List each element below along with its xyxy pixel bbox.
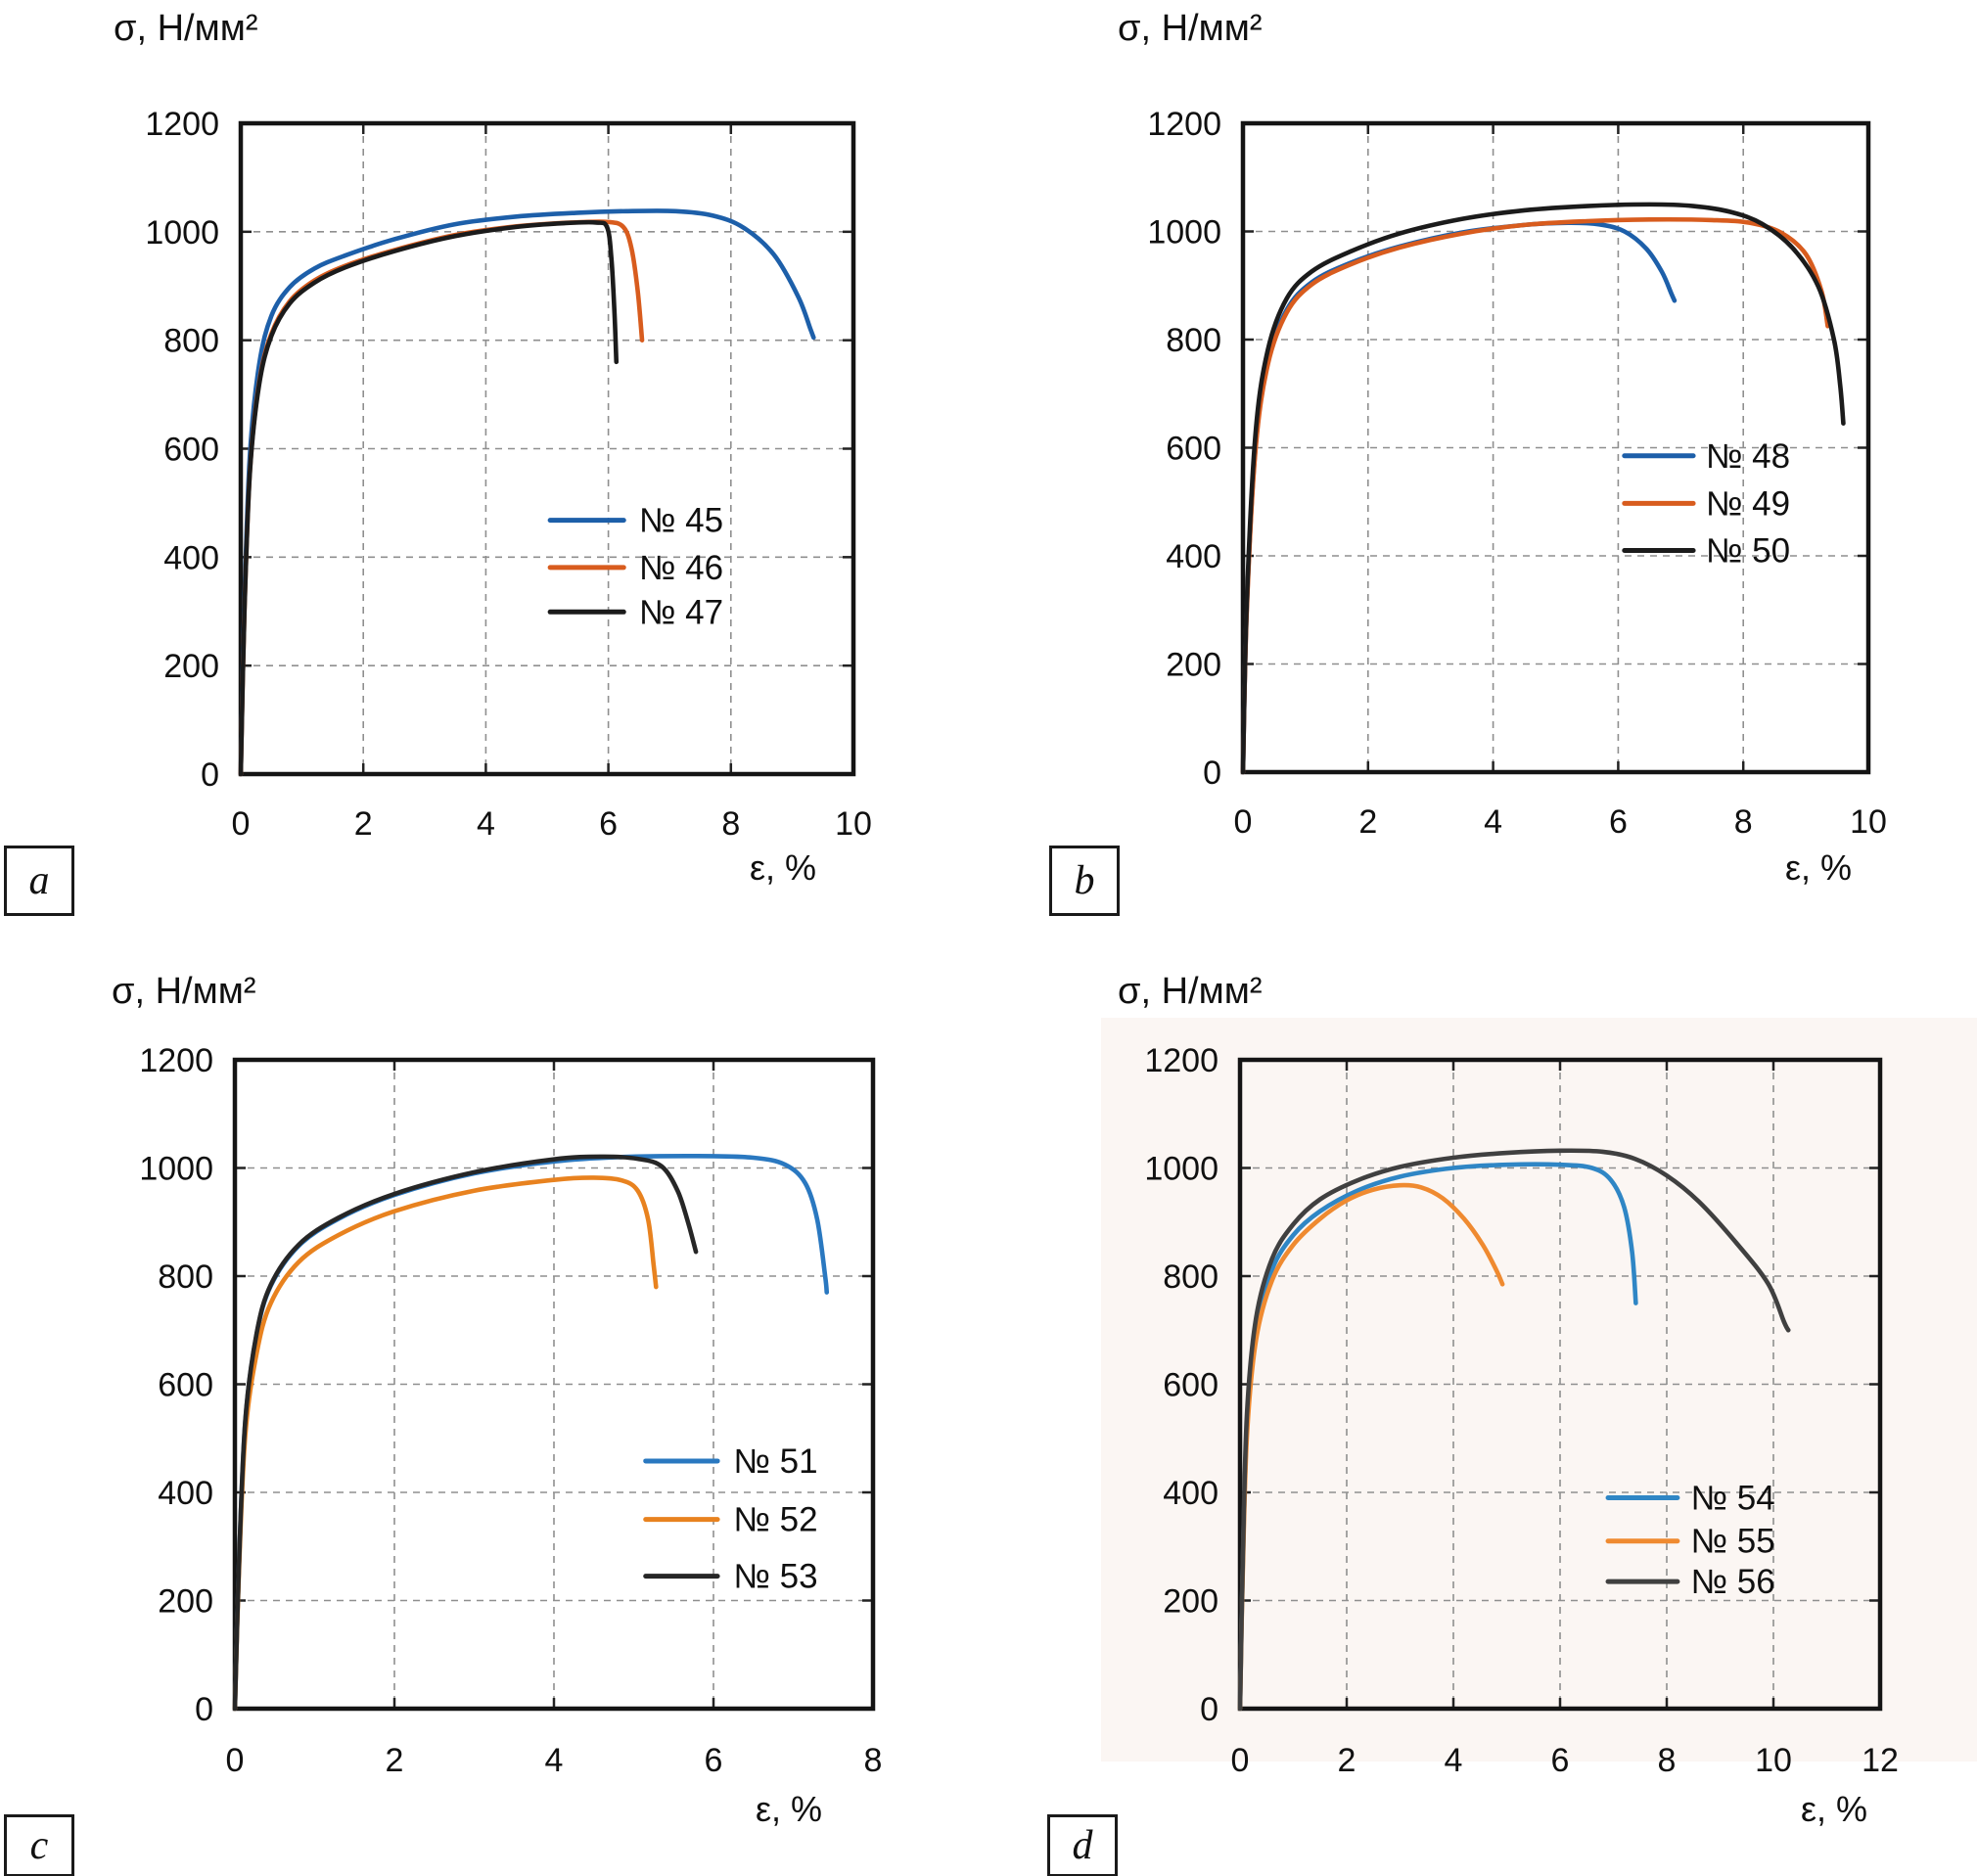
- panel-letter: a: [28, 858, 50, 903]
- x-axis-title: ε, %: [756, 1789, 823, 1829]
- y-tick-label: 0: [195, 1691, 213, 1728]
- y-tick-label: 400: [1166, 538, 1221, 575]
- legend-label: № 56: [1691, 1563, 1775, 1601]
- panel-letter-box: d: [1047, 1814, 1118, 1876]
- legend-label: № 51: [733, 1442, 817, 1481]
- y-axis-title: σ, Н/мм²: [1118, 8, 1263, 49]
- curve-№51: [232, 1154, 830, 1712]
- x-tick-label: 6: [705, 1742, 723, 1779]
- plot-b: 0 2 4 6 8 10 0 200 400 600 800 1000 1200 № 48 № 49 № 50: [1147, 106, 1887, 841]
- x-axis-title: ε, %: [1785, 847, 1853, 888]
- curve-№55: [1237, 1182, 1505, 1712]
- legend-label: № 49: [1706, 484, 1790, 523]
- x-tick-label: 2: [1358, 803, 1377, 841]
- x-tick-label: 2: [1338, 1742, 1356, 1779]
- y-tick-label: 1200: [139, 1042, 213, 1079]
- y-tick-label: 200: [1163, 1583, 1218, 1621]
- y-tick-label: 200: [163, 648, 219, 685]
- x-tick-label: 8: [1734, 803, 1753, 841]
- legend-label: № 55: [1691, 1523, 1775, 1561]
- legend-label: № 52: [733, 1501, 817, 1539]
- x-tick-label: 10: [1755, 1742, 1792, 1779]
- curve-№53: [232, 1154, 699, 1712]
- y-tick-label: 400: [158, 1475, 213, 1512]
- plot-d: 0 2 4 6 8 10 12 0 200 400 600 800 1000 1200 № 54 № 55№ …: [1144, 1042, 1899, 1779]
- y-tick-label: 800: [163, 323, 219, 360]
- y-tick-label: 400: [1163, 1475, 1218, 1512]
- curve-№48: [1240, 220, 1678, 775]
- y-tick-label: 0: [201, 756, 219, 794]
- y-tick-label: 1200: [145, 106, 219, 143]
- x-tick-label: 0: [1231, 1742, 1250, 1779]
- x-tick-label: 4: [545, 1742, 564, 1779]
- x-tick-label: 4: [477, 805, 495, 843]
- x-tick-label: 4: [1484, 803, 1502, 841]
- y-tick-label: 600: [163, 432, 219, 469]
- plot-a: 0 2 4 6 8 10 0 200 400 600 800 1000 1200 № 45 № 46 № 47: [145, 106, 872, 843]
- y-tick-label: 0: [1203, 755, 1221, 792]
- x-tick-label: 2: [386, 1742, 404, 1779]
- curve-№47: [238, 219, 620, 777]
- x-tick-label: 2: [354, 805, 373, 843]
- curve-№56: [1237, 1148, 1791, 1712]
- curve-№46: [238, 219, 645, 777]
- x-tick-label: 12: [1862, 1742, 1899, 1779]
- x-tick-label: 10: [1850, 803, 1887, 841]
- x-axis-title: ε, %: [750, 847, 817, 888]
- x-tick-label: 6: [599, 805, 618, 843]
- y-tick-label: 200: [158, 1583, 213, 1621]
- legend-label: № 46: [639, 549, 723, 587]
- panel-letter: d: [1072, 1823, 1093, 1868]
- y-tick-label: 800: [1166, 322, 1221, 359]
- x-tick-label: 0: [232, 805, 251, 843]
- legend-label: № 47: [639, 593, 723, 631]
- legend-label: № 50: [1706, 531, 1790, 570]
- curve-№45: [238, 208, 816, 777]
- x-tick-label: 10: [835, 805, 872, 843]
- curve-№52: [232, 1175, 659, 1712]
- legend-label: № 53: [733, 1558, 817, 1596]
- y-axis-title: σ, Н/мм²: [1118, 971, 1263, 1012]
- x-tick-label: 0: [226, 1742, 245, 1779]
- y-tick-label: 600: [1166, 431, 1221, 468]
- x-tick-label: 0: [1234, 803, 1253, 841]
- plot-c: 0 2 4 6 8 0 200 400 600 800 1000 1200 № 51 № 52 № 53: [139, 1042, 882, 1779]
- panel-letter-box: a: [4, 846, 74, 916]
- legend-label: № 48: [1706, 437, 1790, 476]
- y-tick-label: 800: [1163, 1258, 1218, 1296]
- y-tick-label: 1200: [1144, 1042, 1218, 1079]
- panel-letter: b: [1074, 858, 1095, 903]
- legend-label: № 45: [639, 502, 723, 540]
- panel-letter-box: c: [4, 1814, 74, 1876]
- y-tick-label: 200: [1166, 647, 1221, 684]
- y-tick-label: 400: [163, 539, 219, 576]
- x-tick-label: 8: [864, 1742, 883, 1779]
- y-tick-label: 1000: [1144, 1151, 1218, 1188]
- curve-№54: [1237, 1162, 1638, 1712]
- y-axis-title: σ, Н/мм²: [112, 971, 256, 1012]
- y-tick-label: 1200: [1147, 106, 1221, 143]
- legend-label: № 54: [1691, 1480, 1775, 1518]
- x-tick-label: 6: [1551, 1742, 1570, 1779]
- panel-letter: c: [29, 1823, 49, 1868]
- y-tick-label: 1000: [1147, 214, 1221, 252]
- x-tick-label: 8: [721, 805, 740, 843]
- y-tick-label: 800: [158, 1258, 213, 1296]
- x-axis-title: ε, %: [1801, 1789, 1868, 1829]
- x-tick-label: 8: [1658, 1742, 1677, 1779]
- y-tick-label: 0: [1200, 1691, 1218, 1728]
- curve-№50: [1240, 202, 1846, 775]
- x-tick-label: 6: [1609, 803, 1628, 841]
- y-tick-label: 1000: [145, 214, 219, 252]
- y-tick-label: 600: [158, 1367, 213, 1404]
- y-tick-label: 600: [1163, 1367, 1218, 1404]
- panel-letter-box: b: [1049, 846, 1120, 916]
- y-axis-title: σ, Н/мм²: [114, 8, 258, 49]
- x-tick-label: 4: [1445, 1742, 1463, 1779]
- y-tick-label: 1000: [139, 1151, 213, 1188]
